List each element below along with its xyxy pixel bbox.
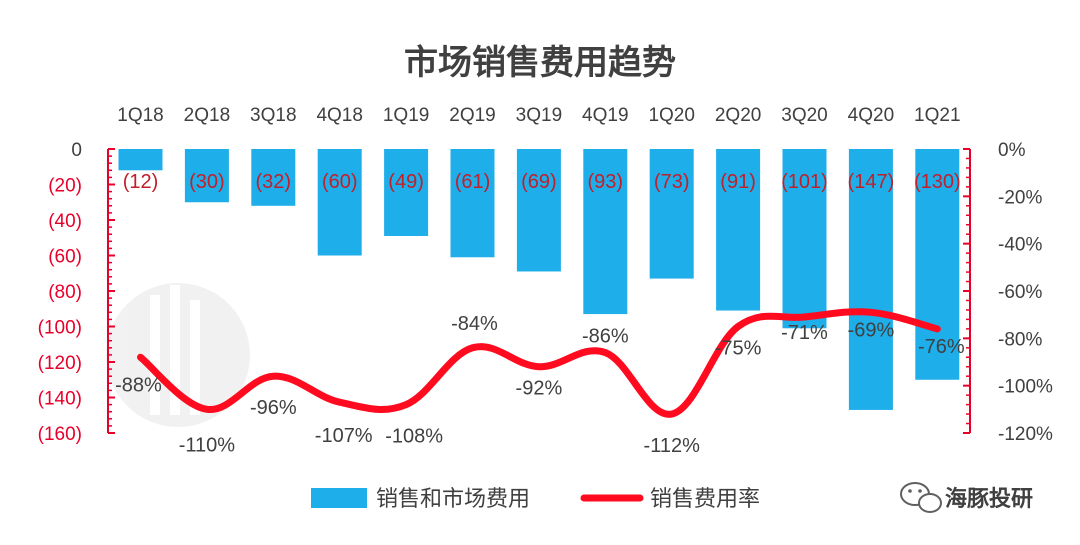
category-label-4Q20: 4Q20	[848, 105, 894, 126]
category-label-1Q21: 1Q21	[914, 105, 960, 126]
bar-2Q18	[184, 149, 229, 203]
bar-2Q20	[716, 149, 761, 311]
bar-4Q18	[317, 149, 362, 256]
bar-4Q19	[583, 149, 628, 315]
left-axis-tick-label: (160)	[38, 424, 82, 445]
legend-line-label: 销售费用率	[650, 487, 760, 512]
category-labels: 1Q18 2Q18 3Q18 4Q18 1Q19 2Q19 3Q19 4Q19 1Q20 2Q20…	[117, 105, 960, 126]
bar-label-1Q19: (49)	[388, 171, 424, 193]
bar-label-3Q18: (32)	[256, 171, 292, 193]
bar-3Q19	[516, 149, 561, 272]
line-data-labels: -88% -110% -96% -107% -108% -84% -92% -86% -112%…	[115, 313, 965, 457]
left-axis-tick-label: (120)	[38, 353, 82, 374]
left-axis-tick-label: (80)	[48, 282, 82, 303]
line-series	[137, 308, 941, 418]
category-label-1Q20: 1Q20	[648, 105, 694, 126]
left-axis-tick-label: 0	[71, 140, 82, 161]
bar-1Q20	[649, 149, 694, 279]
watermark: 海豚投研	[900, 482, 1033, 513]
category-label-3Q20: 3Q20	[781, 105, 827, 126]
bar-label-2Q20: (91)	[720, 171, 756, 193]
category-label-2Q18: 2Q18	[184, 105, 230, 126]
left-axis-tick-label: (20)	[48, 176, 82, 197]
bar-label-1Q18: (12)	[123, 171, 159, 193]
rate-label-4Q19: -86%	[582, 326, 629, 348]
legend-bar-label: 销售和市场费用	[376, 487, 530, 512]
legend: 销售和市场费用 销售费用率	[311, 487, 760, 512]
category-label-1Q18: 1Q18	[117, 105, 163, 126]
bar-label-4Q19: (93)	[588, 171, 624, 193]
right-axis-tick-label: -40%	[998, 235, 1042, 256]
bar-3Q20	[782, 149, 827, 329]
rate-label-3Q18: -96%	[250, 397, 297, 419]
legend-bar-swatch	[311, 488, 367, 508]
chart-title: 市场销售费用趋势	[404, 43, 676, 83]
left-axis-tick-label: (100)	[38, 318, 82, 339]
right-axis-tick-label: 0%	[998, 140, 1026, 161]
left-axis-tick-label: (60)	[48, 247, 82, 268]
rate-label-1Q20: -112%	[644, 435, 701, 457]
rate-line	[137, 308, 941, 418]
rate-label-2Q19: -84%	[451, 313, 498, 335]
bar-label-3Q20: (101)	[781, 171, 828, 193]
left-axis-tick-label: (140)	[38, 389, 82, 410]
bar-3Q18	[251, 149, 296, 206]
bar-label-2Q19: (61)	[455, 171, 491, 193]
rate-label-3Q20: -71%	[781, 322, 828, 344]
bar-label-4Q20: (147)	[848, 171, 895, 193]
bar-data-labels: (12) (30) (32) (60) (49) (61) (69) (93) (73) (91)…	[123, 171, 961, 193]
rate-label-2Q20: -75%	[715, 338, 762, 360]
rate-label-2Q18: -110%	[179, 434, 236, 456]
right-axis-tick-label: -120%	[998, 424, 1053, 445]
left-axis-tick-label: (40)	[48, 211, 82, 232]
bar-1Q19	[384, 149, 429, 236]
rate-label-3Q19: -92%	[516, 378, 563, 400]
right-axis-tick-label: -20%	[998, 187, 1042, 208]
wechat-icon	[900, 482, 942, 513]
rate-label-4Q20: -69%	[848, 319, 895, 341]
bar-label-1Q21: (130)	[914, 171, 961, 193]
bar-1Q21	[915, 149, 960, 380]
bar-label-1Q20: (73)	[654, 171, 690, 193]
bar-label-2Q18: (30)	[189, 171, 225, 193]
rate-label-4Q18: -107%	[315, 425, 373, 447]
category-label-2Q20: 2Q20	[715, 105, 761, 126]
rate-label-1Q19: -108%	[385, 426, 443, 448]
bar-label-3Q19: (69)	[521, 171, 557, 193]
bar-label-4Q18: (60)	[322, 171, 358, 193]
right-axis-tick-label: -80%	[998, 329, 1042, 350]
rate-label-1Q21: -76%	[918, 336, 965, 358]
background-logo-icon	[106, 283, 250, 427]
right-axis-tick-label: -60%	[998, 282, 1042, 303]
right-axis-tick-label: -100%	[998, 377, 1053, 398]
bar-1Q18	[118, 149, 163, 171]
category-label-2Q19: 2Q19	[449, 105, 495, 126]
bar-series	[118, 149, 960, 410]
category-label-3Q19: 3Q19	[516, 105, 562, 126]
category-label-1Q19: 1Q19	[383, 105, 429, 126]
rate-label-1Q18: -88%	[115, 374, 162, 396]
category-label-3Q18: 3Q18	[250, 105, 296, 126]
category-label-4Q18: 4Q18	[316, 105, 362, 126]
left-axis: 0 (20) (40) (60) (80) (100) (120) (140) (160)	[38, 140, 115, 445]
category-label-4Q19: 4Q19	[582, 105, 628, 126]
bar-2Q19	[450, 149, 495, 258]
right-axis: 0% -20% -40% -60% -80% -100% -120%	[963, 140, 1053, 445]
bar-4Q20	[848, 149, 893, 410]
watermark-brand: 海豚投研	[945, 486, 1033, 512]
